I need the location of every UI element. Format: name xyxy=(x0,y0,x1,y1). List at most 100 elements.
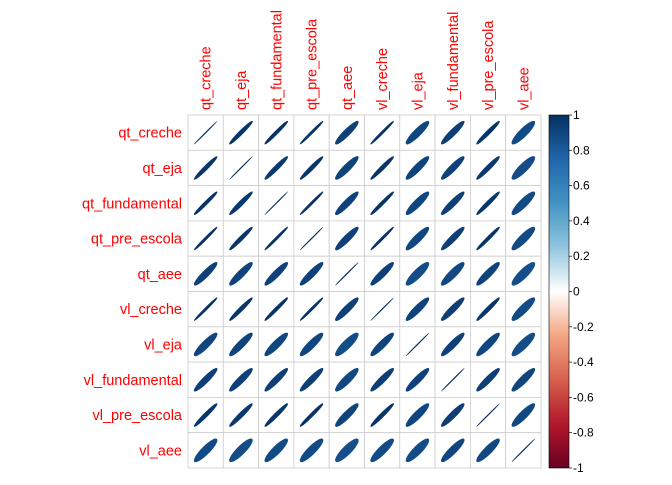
ellipse-qt_fundamental-qt_aee xyxy=(335,191,359,216)
ellipse-vl_aee-qt_fundamental xyxy=(264,438,289,463)
correlation-cells xyxy=(187,114,542,469)
ellipse-qt_creche-vl_fundamental xyxy=(440,120,465,145)
ellipse-qt_creche-qt_aee xyxy=(335,120,359,145)
ellipse-qt_fundamental-qt_eja xyxy=(229,191,253,216)
ellipse-qt_pre_escola-vl_aee xyxy=(511,226,536,251)
ellipse-qt_eja-qt_pre_escola xyxy=(299,156,324,180)
ellipse-qt_aee-qt_aee xyxy=(335,262,359,286)
ellipse-qt_pre_escola-qt_pre_escola xyxy=(299,226,324,251)
ellipse-qt_fundamental-vl_aee xyxy=(511,191,536,216)
ellipse-qt_eja-vl_fundamental xyxy=(440,156,465,180)
ellipse-vl_pre_escola-vl_aee xyxy=(511,403,536,427)
colorbar-tick-label: 0.8 xyxy=(573,143,590,157)
ellipse-qt_creche-qt_creche xyxy=(193,120,218,145)
ellipse-qt_eja-vl_eja xyxy=(405,156,430,180)
col-label-qt_creche: qt_creche xyxy=(199,46,215,110)
ellipse-vl_pre_escola-qt_eja xyxy=(229,403,253,427)
ellipse-vl_fundamental-vl_aee xyxy=(511,367,536,392)
ellipse-vl_eja-vl_pre_escola xyxy=(476,332,500,357)
row-label-vl_creche: vl_creche xyxy=(120,302,182,318)
ellipse-qt_pre_escola-vl_fundamental xyxy=(440,226,465,251)
col-label-vl_pre_escola: vl_pre_escola xyxy=(481,20,497,110)
ellipse-vl_pre_escola-vl_creche xyxy=(370,403,394,427)
ellipse-qt_fundamental-vl_fundamental xyxy=(440,191,465,216)
ellipse-qt_creche-qt_eja xyxy=(229,120,253,145)
ellipse-qt_aee-vl_creche xyxy=(370,262,394,286)
row-label-vl_aee: vl_aee xyxy=(139,443,182,459)
col-label-vl_eja: vl_eja xyxy=(410,71,426,110)
ellipse-qt_pre_escola-qt_aee xyxy=(335,226,359,251)
cell-vl_pre_escola-qt_pre_escola xyxy=(293,396,330,434)
ellipse-vl_creche-vl_eja xyxy=(405,297,430,321)
ellipse-vl_fundamental-qt_eja xyxy=(229,367,253,392)
col-label-vl_aee: vl_aee xyxy=(516,67,532,110)
ellipse-qt_eja-vl_creche xyxy=(370,156,394,180)
ellipse-vl_creche-vl_fundamental xyxy=(440,297,465,321)
colorbar-tick-label: 0.6 xyxy=(573,179,590,193)
colorbar-gradient xyxy=(548,114,570,469)
ellipse-vl_fundamental-vl_fundamental xyxy=(440,367,465,392)
ellipse-vl_creche-qt_aee xyxy=(335,297,359,321)
ellipse-vl_eja-qt_pre_escola xyxy=(299,332,324,357)
ellipse-vl_aee-vl_fundamental xyxy=(440,438,465,463)
ellipse-qt_eja-qt_aee xyxy=(335,156,359,180)
ellipse-vl_pre_escola-qt_pre_escola xyxy=(299,403,324,427)
ellipse-vl_pre_escola-vl_fundamental xyxy=(440,403,465,427)
row-label-qt_aee: qt_aee xyxy=(138,267,182,283)
column-labels: qt_creche qt_eja qt_fundamental qt_pre_esco… xyxy=(199,10,533,110)
ellipse-qt_aee-qt_fundamental xyxy=(264,262,289,286)
ellipse-qt_aee-vl_eja xyxy=(405,262,430,286)
ellipse-vl_aee-qt_creche xyxy=(193,438,218,463)
ellipse-qt_creche-vl_eja xyxy=(405,120,430,145)
ellipse-qt_fundamental-vl_pre_escola xyxy=(476,191,500,216)
ellipse-vl_aee-qt_eja xyxy=(229,438,253,463)
ellipse-qt_creche-vl_pre_escola xyxy=(476,120,500,145)
ellipse-qt_fundamental-qt_fundamental xyxy=(264,191,289,216)
row-label-vl_eja: vl_eja xyxy=(144,337,183,353)
ellipse-vl_eja-qt_eja xyxy=(229,332,253,357)
ellipse-qt_fundamental-vl_creche xyxy=(370,191,394,216)
ellipse-vl_creche-vl_aee xyxy=(511,297,536,321)
ellipse-vl_aee-qt_pre_escola xyxy=(299,438,324,463)
ellipse-vl_pre_escola-vl_pre_escola xyxy=(476,403,500,427)
cell-qt_pre_escola-vl_fundamental xyxy=(434,220,471,257)
ellipse-qt_pre_escola-vl_pre_escola xyxy=(476,226,500,251)
row-label-qt_pre_escola: qt_pre_escola xyxy=(91,232,183,248)
ellipse-vl_fundamental-qt_creche xyxy=(193,367,218,392)
row-label-qt_eja: qt_eja xyxy=(142,161,182,177)
ellipse-vl_eja-qt_fundamental xyxy=(264,332,289,357)
ellipse-vl_eja-vl_fundamental xyxy=(440,332,465,357)
ellipse-vl_fundamental-qt_aee xyxy=(335,367,359,392)
ellipse-vl_creche-qt_pre_escola xyxy=(299,297,324,321)
colorbar-tick-label: -0.6 xyxy=(573,390,594,404)
ellipse-qt_creche-qt_fundamental xyxy=(264,120,289,145)
row-labels: qt_creche qt_eja qt_fundamental qt_pre_esco… xyxy=(82,126,183,460)
colorbar-tick-label: -0.8 xyxy=(573,426,594,440)
ellipse-vl_aee-vl_pre_escola xyxy=(476,438,500,463)
ellipse-qt_aee-vl_aee xyxy=(511,262,536,286)
ellipse-qt_aee-vl_pre_escola xyxy=(476,262,500,286)
ellipse-qt_creche-vl_aee xyxy=(511,120,536,145)
colorbar-tick-label: 1 xyxy=(573,108,580,122)
colorbar-tick-label: -0.4 xyxy=(573,355,594,369)
ellipse-vl_pre_escola-qt_creche xyxy=(193,403,218,427)
ellipse-qt_eja-qt_eja xyxy=(229,156,253,180)
ellipse-vl_aee-vl_aee xyxy=(511,438,536,463)
ellipse-vl_fundamental-vl_creche xyxy=(370,367,394,392)
col-label-vl_creche: vl_creche xyxy=(375,48,391,110)
ellipse-qt_pre_escola-vl_eja xyxy=(405,226,430,251)
ellipse-qt_fundamental-qt_pre_escola xyxy=(299,191,324,216)
colorbar-tick-label: 0.2 xyxy=(573,249,590,263)
ellipse-vl_creche-qt_creche xyxy=(193,297,218,321)
ellipse-qt_creche-qt_pre_escola xyxy=(299,120,324,145)
ellipse-qt_eja-qt_fundamental xyxy=(264,156,289,180)
ellipse-vl_creche-qt_eja xyxy=(229,297,253,321)
ellipse-qt_pre_escola-qt_eja xyxy=(229,226,253,251)
col-label-qt_fundamental: qt_fundamental xyxy=(269,10,285,110)
ellipse-vl_pre_escola-vl_eja xyxy=(405,403,430,427)
colorbar-tick-label: -0.2 xyxy=(573,320,594,334)
ellipse-vl_fundamental-vl_eja xyxy=(405,367,430,392)
row-label-qt_fundamental: qt_fundamental xyxy=(82,196,182,212)
ellipse-qt_pre_escola-qt_fundamental xyxy=(264,226,289,251)
